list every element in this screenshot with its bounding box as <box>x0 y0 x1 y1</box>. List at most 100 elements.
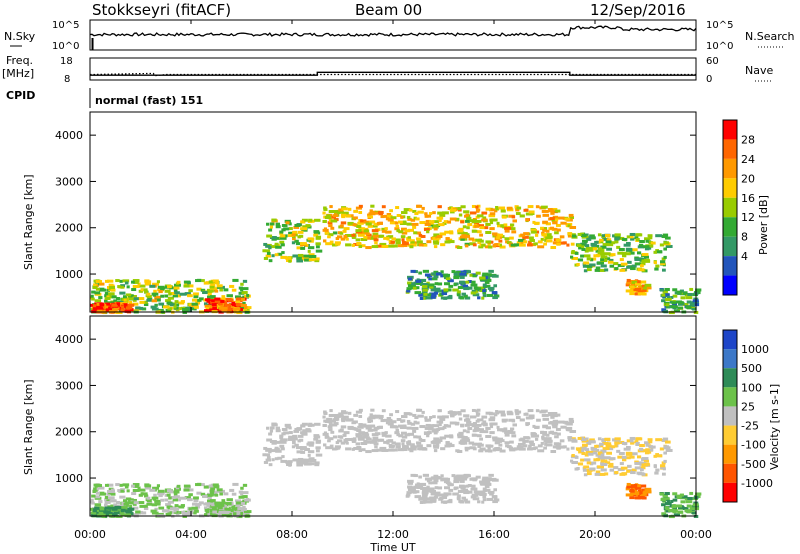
power-cell <box>95 284 99 288</box>
velocity-cell <box>98 500 103 504</box>
velocity-cell <box>629 496 635 500</box>
power-cell <box>489 212 496 216</box>
power-cell <box>475 271 481 275</box>
power-cell <box>632 283 638 287</box>
velocity-cell <box>630 471 636 475</box>
velocity-cell <box>295 446 303 450</box>
velocity-cell <box>479 430 485 434</box>
x-tick-label: 00:00 <box>74 528 106 541</box>
velocity-cell <box>168 496 172 500</box>
power-cell <box>634 257 641 261</box>
velocity-cell <box>188 513 193 517</box>
power-cell <box>236 311 243 315</box>
velocity-cell <box>401 444 406 448</box>
velocity-cell <box>626 445 631 449</box>
power-cell <box>374 241 378 245</box>
power-cell <box>676 290 683 294</box>
power-cell <box>279 230 284 234</box>
velocity-cell <box>232 482 239 486</box>
power-cell <box>233 308 237 312</box>
velocity-cell <box>425 423 431 427</box>
velocity-cell <box>631 452 638 456</box>
power-cell <box>447 279 454 283</box>
power-cell <box>407 217 412 221</box>
power-cell <box>536 214 541 218</box>
velocity-cell <box>692 511 697 515</box>
velocity-cell <box>489 431 495 435</box>
velocity-cell <box>468 441 475 445</box>
power-cell <box>591 243 598 247</box>
power-cell <box>663 255 667 259</box>
power-cell <box>642 245 650 249</box>
velocity-cell <box>491 478 499 482</box>
power-cell <box>571 249 575 253</box>
velocity-cell <box>167 511 172 515</box>
power-cell <box>478 238 483 242</box>
power-cell <box>209 285 215 289</box>
power-cell <box>295 242 303 246</box>
velocity-cell <box>193 511 197 515</box>
power-cell <box>650 241 656 245</box>
velocity-cell <box>689 491 694 495</box>
velocity-cell <box>144 504 148 508</box>
velocity-cell <box>154 499 161 503</box>
power-cell <box>281 223 288 227</box>
power-cell <box>184 282 188 286</box>
beam-title: Beam 00 <box>355 1 422 19</box>
velocity-cell <box>500 413 506 417</box>
power-cell <box>110 288 116 292</box>
velocity-cell <box>401 435 408 439</box>
power-cell <box>486 278 492 282</box>
x-axis-ticks: 00:00 04:00 08:00 12:00 16:00 20:00 00:00 <box>74 20 712 541</box>
power-cell <box>371 229 379 233</box>
velocity-cell <box>604 456 611 460</box>
power-cell <box>212 279 219 283</box>
velocity-cell <box>98 510 106 514</box>
velocity-cell <box>394 425 399 429</box>
velocity-cell <box>361 431 366 435</box>
power-cell <box>559 216 565 220</box>
power-cell <box>629 285 635 289</box>
power-cell <box>437 223 445 227</box>
velocity-cell <box>117 489 121 493</box>
power-cell <box>472 274 477 278</box>
velocity-cell <box>313 437 319 441</box>
power-cell <box>363 229 370 233</box>
power-cell <box>475 205 479 209</box>
power-cell <box>431 272 435 276</box>
power-cell <box>152 293 157 297</box>
velocity-cell <box>493 498 500 502</box>
velocity-cell <box>637 449 645 453</box>
power-cell <box>659 260 666 264</box>
power-cell <box>323 207 328 211</box>
velocity-cell <box>382 418 389 422</box>
velocity-cell <box>340 425 347 429</box>
power-cell <box>240 288 244 292</box>
velocity-cell <box>508 418 515 422</box>
power-cell <box>493 284 498 288</box>
velocity-cell <box>594 444 599 448</box>
power-cell <box>477 240 481 244</box>
velocity-cell <box>641 496 647 500</box>
velocity-cell <box>581 449 585 453</box>
power-cell <box>433 275 437 279</box>
power-cell <box>599 240 604 244</box>
power-cell <box>218 285 225 289</box>
velocity-cell <box>434 486 439 490</box>
power-cell <box>204 309 208 313</box>
velocity-cell <box>90 507 94 511</box>
velocity-cell <box>219 492 223 496</box>
power-cell <box>493 233 500 237</box>
velocity-cell <box>536 418 541 422</box>
power-cell <box>355 206 363 210</box>
power-cell <box>384 227 388 231</box>
velocity-cell <box>475 412 481 416</box>
power-cell <box>401 211 408 215</box>
velocity-cell <box>475 475 481 479</box>
power-cell <box>479 278 486 282</box>
freq-panel <box>89 57 697 81</box>
velocity-cell <box>238 495 245 499</box>
power-cell <box>214 299 221 303</box>
power-cell <box>427 283 435 287</box>
